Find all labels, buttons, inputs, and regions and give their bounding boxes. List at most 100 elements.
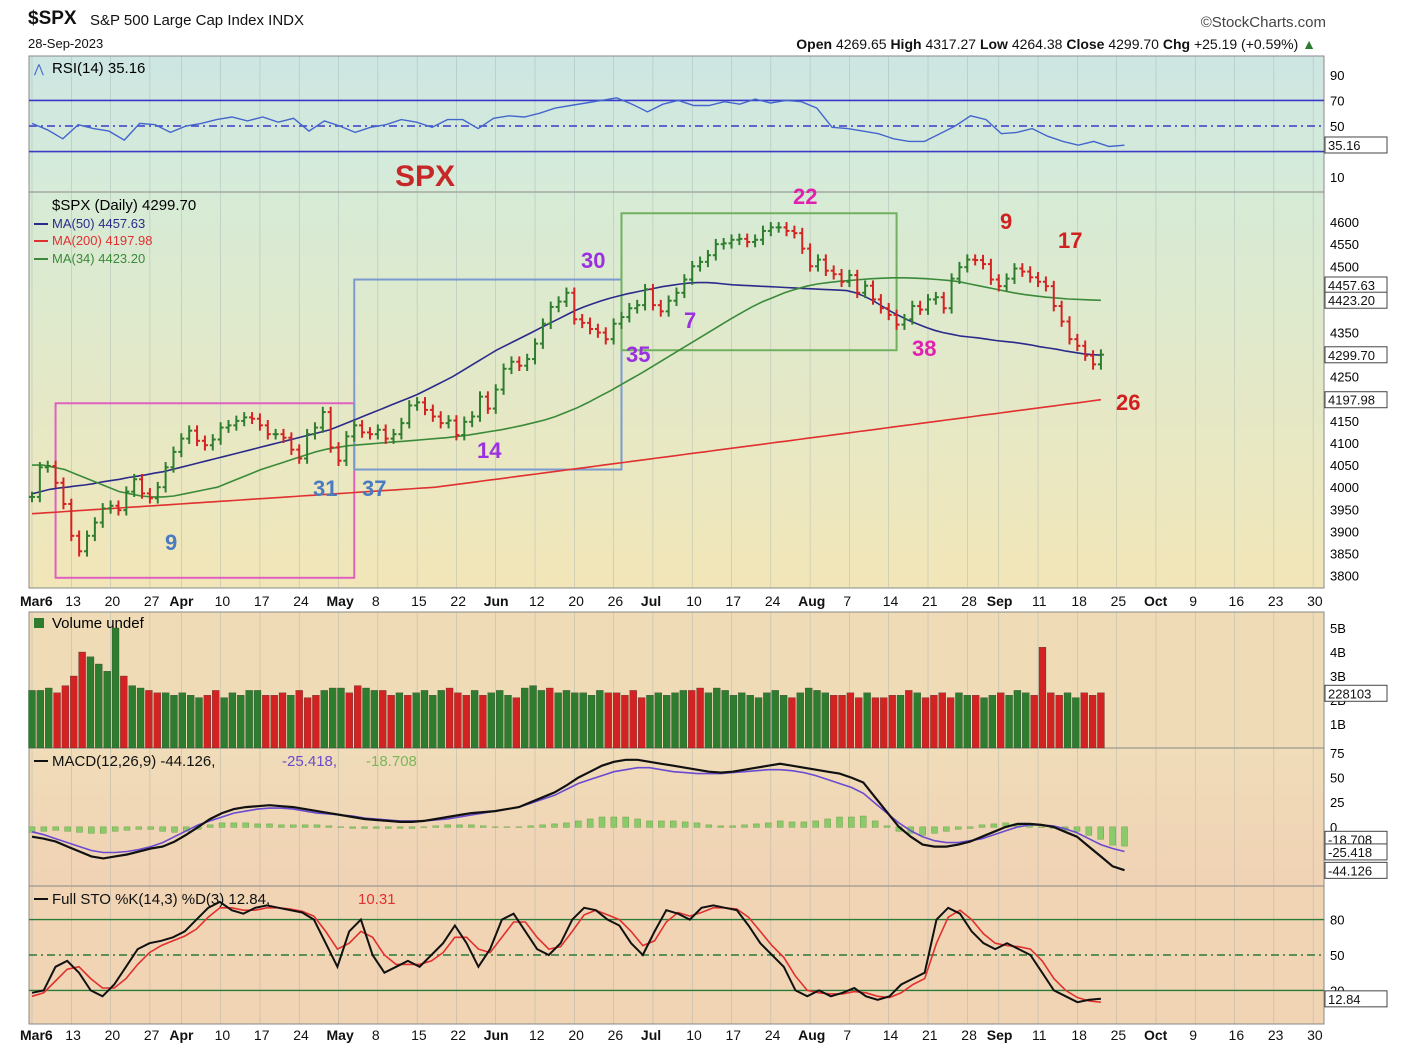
volume-bar <box>395 692 404 749</box>
sto-last-value: 12.84 <box>1328 992 1361 1007</box>
macd-histogram-bar <box>598 816 606 828</box>
macd-histogram-bar <box>717 825 724 828</box>
x-tick-label-bottom: 25 <box>1111 1027 1127 1043</box>
macd-legend-hist: -18.708 <box>366 753 417 770</box>
x-tick-label: Mar6 <box>20 593 53 609</box>
x-tick-label: 8 <box>372 593 380 609</box>
macd-histogram-bar <box>551 823 558 828</box>
price-y-tick: 4250 <box>1330 370 1359 385</box>
rsi-legend-icon: ⋀ <box>33 62 44 76</box>
volume-bar <box>855 697 863 749</box>
sto-k-line <box>31 900 1101 1004</box>
volume-bar <box>70 675 78 749</box>
x-tick-label-bottom: 20 <box>105 1027 121 1043</box>
volume-bar <box>496 690 504 749</box>
macd-histogram-bar <box>456 824 463 828</box>
volume-bar <box>830 695 838 749</box>
volume-bar <box>111 627 120 749</box>
volume-bar <box>354 685 362 749</box>
x-tick-label: Apr <box>169 593 194 609</box>
volume-bar <box>220 697 228 749</box>
x-tick-label-bottom: 10 <box>686 1027 702 1043</box>
volume-bar <box>445 687 454 749</box>
macd-histogram-bar <box>622 816 629 828</box>
x-tick-label-bottom: Sep <box>987 1027 1013 1043</box>
macd-histogram-bar <box>337 826 344 828</box>
high-value: 4317.27 <box>925 36 977 52</box>
x-tick-label: 15 <box>411 593 427 609</box>
volume-y-tick: 3B <box>1330 669 1346 684</box>
x-tick-label: 23 <box>1268 593 1284 609</box>
volume-bar <box>95 663 103 749</box>
macd-histogram-bar <box>491 826 499 828</box>
volume-bar <box>462 695 470 749</box>
x-tick-label-bottom: 24 <box>293 1027 309 1043</box>
volume-bar <box>930 695 938 749</box>
price-legend-ma34: MA(34) 4423.20 <box>52 251 145 266</box>
volume-bar <box>871 697 880 749</box>
volume-bar <box>621 695 629 749</box>
macd-histogram-bar <box>729 825 736 828</box>
volume-bar <box>637 697 646 749</box>
macd-right-label-box <box>1324 861 1388 879</box>
x-tick-label: 13 <box>65 593 81 609</box>
volume-bar <box>245 690 253 749</box>
macd-histogram-bar <box>610 816 618 828</box>
price-annotation: 14 <box>477 438 502 463</box>
x-tick-label-bottom: Jul <box>641 1027 661 1043</box>
panel-rsi-bg <box>28 55 1325 193</box>
price-annotation: 35 <box>626 342 650 367</box>
x-tick-label: 22 <box>450 593 466 609</box>
volume-bar <box>1080 692 1088 749</box>
chg-value: +25.19 (+0.59%) <box>1193 36 1299 52</box>
x-tick-label: 20 <box>568 593 584 609</box>
volume-bar <box>1047 692 1055 749</box>
volume-bar <box>28 690 36 749</box>
macd-histogram-bar <box>1109 826 1116 846</box>
x-tick-label-bottom: 16 <box>1229 1027 1245 1043</box>
x-tick-label-bottom: 11 <box>1032 1027 1047 1043</box>
macd-histogram-bar <box>432 825 439 828</box>
x-tick-label-bottom: 15 <box>411 1027 427 1043</box>
stockcharts-credit[interactable]: ©StockCharts.com <box>1200 14 1326 31</box>
macd-histogram-bar <box>88 826 95 834</box>
x-tick-label-bottom: 13 <box>65 1027 81 1043</box>
macd-legend-signal: -25.418, <box>282 753 337 770</box>
x-tick-label-bottom: Jun <box>484 1027 509 1043</box>
volume-bar <box>454 692 462 749</box>
x-tick-label: 16 <box>1229 593 1245 609</box>
macd-signal-line <box>31 766 1125 854</box>
price-annotation: 9 <box>1000 209 1012 234</box>
volume-bar <box>671 692 679 749</box>
volume-bar <box>663 695 671 749</box>
volume-bar <box>212 690 220 749</box>
x-tick-label: 28 <box>961 593 977 609</box>
volume-bar <box>746 695 754 749</box>
volume-bar <box>721 690 729 749</box>
volume-legend-icon <box>34 618 44 628</box>
price-annotation: SPX <box>395 160 455 193</box>
rsi-last-value-box <box>1324 136 1388 154</box>
volume-y-tick: 5B <box>1330 621 1346 636</box>
price-annotation: 26 <box>1116 390 1140 415</box>
volume-bar <box>61 685 70 749</box>
ma50-line <box>31 281 1101 495</box>
price-y-tick: 4600 <box>1330 215 1359 230</box>
volume-bar <box>387 695 395 749</box>
price-y-tick: 4350 <box>1330 326 1359 341</box>
volume-bar <box>596 690 604 749</box>
macd-histogram-bar <box>1121 826 1128 847</box>
x-tick-label-bottom: 30 <box>1307 1027 1323 1043</box>
price-y-tick: 4000 <box>1330 480 1359 495</box>
volume-bar <box>128 685 136 749</box>
x-tick-label-bottom: 22 <box>450 1027 466 1043</box>
macd-y-tick: 50 <box>1330 771 1344 786</box>
macd-histogram-bar <box>396 826 404 829</box>
macd-histogram-bar <box>147 826 154 830</box>
volume-bar <box>704 692 713 749</box>
price-legend-ma50: MA(50) 4457.63 <box>52 216 145 231</box>
macd-histogram-bar <box>527 825 534 828</box>
volume-bar <box>604 692 612 749</box>
macd-histogram-bar <box>373 826 380 829</box>
